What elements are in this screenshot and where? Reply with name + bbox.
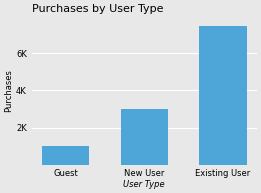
Bar [42, 146, 89, 165]
Y-axis label: Purchases: Purchases [4, 69, 13, 112]
Bar [199, 26, 247, 165]
X-axis label: User Type: User Type [123, 180, 165, 189]
Bar [121, 109, 168, 165]
Text: Purchases by User Type: Purchases by User Type [32, 4, 163, 14]
